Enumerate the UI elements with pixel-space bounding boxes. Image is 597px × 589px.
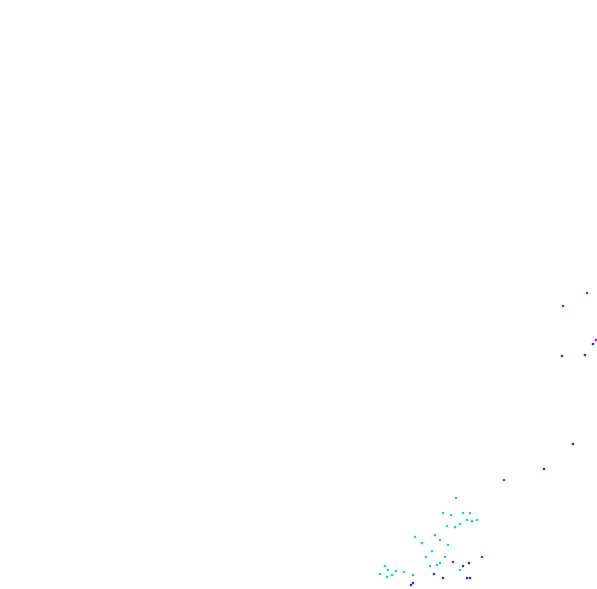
point xyxy=(383,564,387,568)
point xyxy=(542,467,546,471)
point xyxy=(560,354,564,358)
point xyxy=(446,543,450,547)
point xyxy=(458,522,462,526)
point xyxy=(470,519,474,523)
point xyxy=(561,304,565,308)
point xyxy=(378,572,382,576)
point xyxy=(453,525,457,529)
point xyxy=(409,583,413,587)
point xyxy=(424,555,428,559)
point xyxy=(449,513,453,517)
point xyxy=(451,560,455,564)
point xyxy=(435,563,439,567)
point xyxy=(430,549,434,553)
point xyxy=(458,568,462,572)
point xyxy=(502,478,506,482)
point xyxy=(420,541,424,545)
point xyxy=(468,511,472,515)
point xyxy=(461,564,465,568)
point xyxy=(467,561,471,565)
point xyxy=(465,518,469,522)
point xyxy=(438,561,442,565)
point xyxy=(441,511,445,515)
point xyxy=(454,496,458,500)
point xyxy=(402,570,406,574)
point xyxy=(583,353,587,357)
point xyxy=(441,576,445,580)
point xyxy=(394,569,398,573)
point xyxy=(591,342,595,346)
point xyxy=(475,518,479,522)
point xyxy=(438,538,442,542)
point xyxy=(443,555,447,559)
point xyxy=(433,533,437,537)
point xyxy=(445,524,449,528)
point xyxy=(411,573,415,577)
point xyxy=(390,573,394,577)
point xyxy=(386,568,390,572)
point xyxy=(428,564,432,568)
point xyxy=(571,442,575,446)
point xyxy=(411,581,415,585)
point xyxy=(585,291,589,295)
point xyxy=(461,511,465,515)
point xyxy=(480,555,484,559)
point xyxy=(385,575,389,579)
point xyxy=(432,572,436,576)
point xyxy=(468,576,472,580)
point xyxy=(413,535,417,539)
point xyxy=(465,576,469,580)
point xyxy=(594,338,597,342)
